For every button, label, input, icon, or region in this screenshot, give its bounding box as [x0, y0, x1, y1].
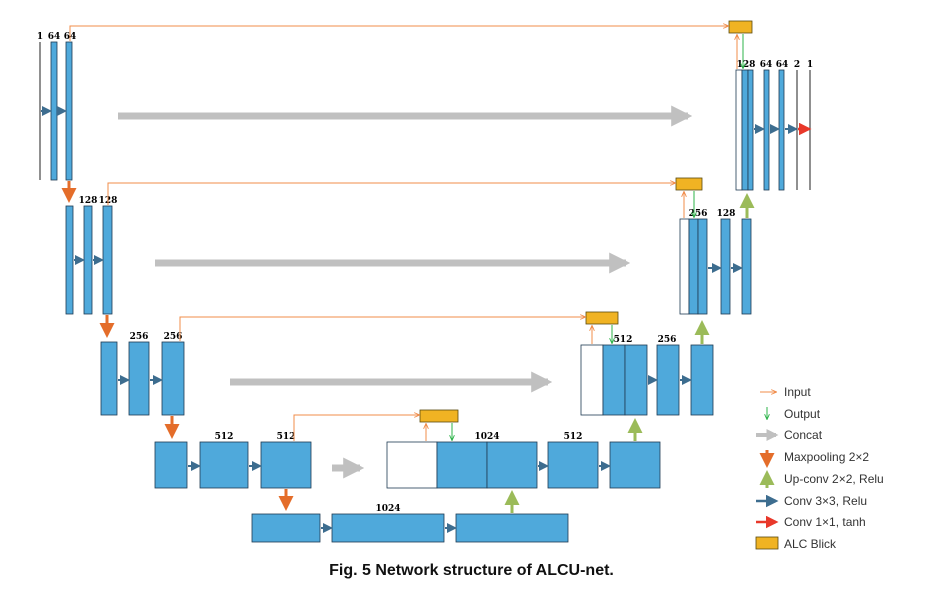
legend-label: Up-conv 2×2, Relu [784, 472, 884, 486]
feature-map-block [65, 205, 74, 315]
channel-label: 128 [79, 196, 98, 206]
channel-label: 512 [215, 432, 234, 442]
legend: Input Output Concat Maxpooling 2×2 Up-co… [755, 385, 884, 551]
alc-block [728, 20, 753, 34]
channel-label: 64 [760, 60, 773, 70]
encoder-level-4: 512 512 [154, 432, 312, 489]
feature-map-block [102, 205, 113, 315]
channel-label: 256 [658, 335, 677, 345]
alc-input-line [69, 26, 728, 41]
feature-map-block [747, 69, 754, 191]
feature-map-block [154, 441, 188, 489]
channel-label: 512 [614, 335, 633, 345]
legend-label: Conv 3×3, Relu [784, 494, 867, 508]
feature-map-block [741, 218, 752, 315]
channel-label: 128 [737, 60, 756, 70]
encoder-level-2: 128 128 [65, 196, 117, 315]
feature-map-block [331, 513, 445, 543]
legend-label: Input [784, 385, 811, 399]
skip-feature-block [580, 344, 604, 416]
feature-map-block [50, 41, 58, 181]
feature-map-block [690, 344, 714, 416]
legend-label: Concat [784, 428, 823, 442]
decoder-level-3: 512 256 [580, 335, 714, 416]
feature-map-block [199, 441, 249, 489]
skip-feature-block [679, 218, 690, 315]
feature-map-block [251, 513, 321, 543]
feature-map-block [720, 218, 731, 315]
encoder-level-3: 256 256 [100, 332, 185, 416]
bottleneck-level: 1024 [251, 504, 569, 543]
encoder-level-1: 1 64 64 [37, 32, 76, 181]
channel-label: 64 [48, 32, 61, 42]
feature-map-block [83, 205, 93, 315]
feature-map-block [609, 441, 661, 489]
skip-feature-block [735, 69, 743, 191]
channel-label: 512 [277, 432, 296, 442]
feature-map-block [486, 441, 538, 489]
feature-map-block [65, 41, 73, 181]
feature-map-block [260, 441, 312, 489]
legend-label: Maxpooling 2×2 [784, 450, 869, 464]
alc-block [675, 177, 703, 191]
legend-label: Conv 1×1, tanh [784, 515, 866, 529]
feature-map-block [455, 513, 569, 543]
feature-map-block [624, 344, 648, 416]
figure-caption: Fig. 5 Network structure of ALCU-net. [329, 562, 614, 579]
decoder-level-2: 256 128 [679, 209, 752, 315]
feature-map-block [128, 341, 150, 416]
feature-map-block [436, 441, 488, 489]
feature-map-block [161, 341, 185, 416]
feature-map-block [547, 441, 599, 489]
channel-label: 64 [776, 60, 789, 70]
feature-map-block [741, 69, 749, 191]
alc-block-icon [755, 536, 779, 550]
feature-map-block [763, 69, 770, 191]
channel-label: 1024 [474, 432, 499, 442]
feature-map-block [778, 69, 785, 191]
channel-label: 1 [37, 32, 43, 42]
alc-block [585, 311, 619, 325]
decoder-level-4: 1024 512 [386, 432, 661, 489]
channel-label: 128 [717, 209, 736, 219]
feature-map-block [697, 218, 708, 315]
feature-map-block [656, 344, 680, 416]
legend-label: ALC Blick [784, 537, 837, 551]
alc-input-line [293, 415, 419, 441]
alc-block [419, 409, 459, 423]
alc-input-line [179, 317, 585, 341]
channel-label: 1024 [375, 504, 400, 514]
legend-label: Output [784, 407, 821, 421]
channel-label: 512 [564, 432, 583, 442]
feature-map-block [602, 344, 626, 416]
channel-label: 256 [130, 332, 149, 342]
channel-label: 1 [807, 60, 813, 70]
decoder-level-1: 128 64 64 2 1 [735, 60, 813, 191]
skip-feature-block [386, 441, 438, 489]
channel-label: 2 [794, 60, 800, 70]
channel-label: 256 [164, 332, 183, 342]
channel-label: 256 [689, 209, 708, 219]
feature-map-block [688, 218, 699, 315]
alc-input-line [107, 183, 675, 205]
feature-map-block [100, 341, 118, 416]
